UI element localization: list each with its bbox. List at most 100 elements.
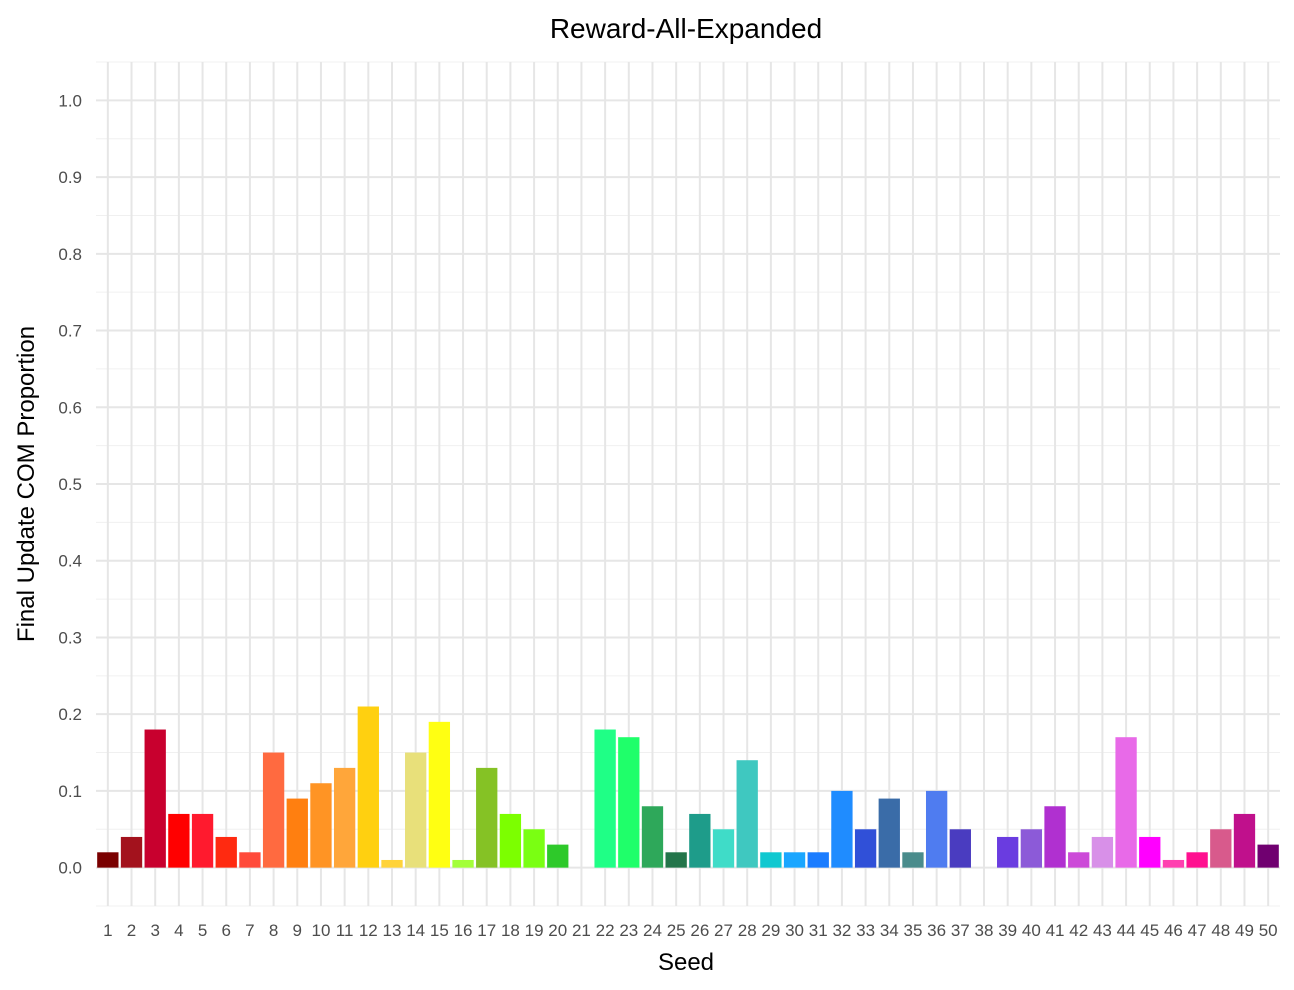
bar-seed-30 (783, 852, 806, 868)
bar-seed-22 (594, 729, 616, 868)
bar-seed-48 (1210, 829, 1232, 868)
bar-seed-10 (310, 783, 332, 868)
bar-seed-8 (262, 752, 285, 868)
y-tick-label: 0.3 (58, 628, 82, 647)
x-axis-title: Seed (658, 949, 714, 976)
bar-seed-24 (641, 806, 664, 868)
x-tick-label: 27 (714, 921, 733, 940)
bar-seed-33 (854, 829, 877, 868)
x-tick-label: 44 (1117, 921, 1136, 940)
bar-seed-16 (452, 859, 474, 868)
x-tick-label: 14 (406, 921, 425, 940)
bar-seed-36 (925, 790, 948, 868)
bar-seed-40 (1020, 829, 1043, 868)
bars (97, 706, 1279, 868)
x-tick-label: 47 (1188, 921, 1207, 940)
x-tick-label: 11 (336, 921, 354, 940)
bar-seed-5 (191, 813, 214, 868)
bar-seed-18 (499, 813, 522, 868)
bar-seed-50 (1257, 844, 1279, 868)
x-tick-label: 7 (245, 921, 254, 940)
y-axis-title: Final Update COM Proportion (13, 326, 40, 642)
x-tick-label: 48 (1211, 921, 1230, 940)
x-tick-labels: 1 2 3 4 5 6 7 8 9 10 11 12 13 14 15 16 17 18 19 20 21 22 23 24 2… (103, 921, 1278, 940)
y-tick-label: 0.0 (58, 859, 82, 878)
bar-seed-19 (523, 829, 545, 868)
x-tick-label: 33 (856, 921, 875, 940)
bar-seed-28 (736, 760, 758, 868)
bar-seed-15 (428, 721, 451, 868)
x-tick-label: 2 (127, 921, 136, 940)
bar-seed-17 (476, 767, 498, 868)
x-tick-label: 19 (525, 921, 544, 940)
x-tick-label: 4 (174, 921, 183, 940)
y-tick-labels: 0.0 0.1 0.2 0.3 0.4 0.5 0.6 0.7 0.8 0.9 1.0 (58, 91, 82, 877)
x-tick-label: 16 (454, 921, 473, 940)
x-tick-label: 23 (619, 921, 638, 940)
x-tick-label: 28 (738, 921, 757, 940)
bar-seed-26 (689, 813, 711, 868)
x-tick-label: 24 (643, 921, 662, 940)
bar-seed-11 (333, 767, 356, 868)
bar-seed-6 (215, 836, 237, 868)
bar-seed-49 (1233, 813, 1256, 868)
x-tick-label: 20 (548, 921, 567, 940)
bar-seed-25 (665, 852, 687, 868)
x-tick-label: 26 (690, 921, 709, 940)
bar-seed-20 (547, 844, 569, 868)
x-tick-label: 36 (927, 921, 946, 940)
bar-seed-39 (997, 836, 1019, 868)
bar-seed-37 (949, 829, 971, 868)
bar-seed-47 (1186, 852, 1208, 868)
y-tick-label: 0.2 (58, 705, 82, 724)
x-tick-label: 8 (269, 921, 278, 940)
x-tick-label: 6 (222, 921, 231, 940)
x-tick-label: 35 (903, 921, 922, 940)
bar-seed-9 (286, 798, 308, 868)
x-tick-label: 39 (998, 921, 1017, 940)
y-tick-label: 0.9 (58, 168, 82, 187)
y-tick-label: 0.7 (58, 322, 82, 341)
x-tick-label: 22 (596, 921, 615, 940)
x-tick-label: 42 (1069, 921, 1088, 940)
x-tick-label: 18 (501, 921, 520, 940)
x-tick-label: 9 (293, 921, 302, 940)
bar-seed-13 (381, 859, 403, 868)
x-tick-label: 25 (667, 921, 686, 940)
bar-seed-43 (1091, 836, 1114, 868)
bar-seed-4 (168, 813, 190, 868)
bar-seed-3 (144, 729, 166, 868)
x-tick-label: 49 (1235, 921, 1254, 940)
x-tick-label: 38 (975, 921, 994, 940)
x-tick-label: 5 (198, 921, 207, 940)
bar-seed-27 (712, 829, 735, 868)
bar-seed-32 (831, 790, 853, 868)
bar-seed-12 (357, 706, 379, 868)
x-tick-label: 15 (430, 921, 449, 940)
bar-seed-1 (97, 852, 119, 868)
x-tick-label: 32 (832, 921, 851, 940)
x-tick-label: 46 (1164, 921, 1183, 940)
x-tick-label: 29 (761, 921, 780, 940)
x-tick-label: 40 (1022, 921, 1041, 940)
x-tick-label: 1 (103, 921, 112, 940)
y-tick-label: 0.4 (58, 552, 82, 571)
bar-seed-46 (1162, 859, 1185, 868)
x-tick-label: 43 (1093, 921, 1112, 940)
chart-title: Reward-All-Expanded (550, 13, 822, 44)
y-tick-label: 0.8 (58, 245, 82, 264)
bar-seed-45 (1139, 836, 1161, 868)
bar-seed-14 (405, 752, 427, 868)
x-tick-label: 34 (880, 921, 899, 940)
y-tick-label: 0.5 (58, 475, 82, 494)
bar-seed-41 (1044, 806, 1066, 868)
bar-seed-31 (807, 852, 829, 868)
bar-seed-35 (902, 852, 924, 868)
x-tick-label: 21 (572, 921, 591, 940)
bar-seed-7 (239, 852, 261, 868)
bar-seed-2 (120, 836, 143, 868)
y-tick-label: 0.1 (58, 782, 82, 801)
x-tick-label: 30 (785, 921, 804, 940)
bar-seed-42 (1068, 852, 1090, 868)
x-tick-label: 37 (951, 921, 970, 940)
